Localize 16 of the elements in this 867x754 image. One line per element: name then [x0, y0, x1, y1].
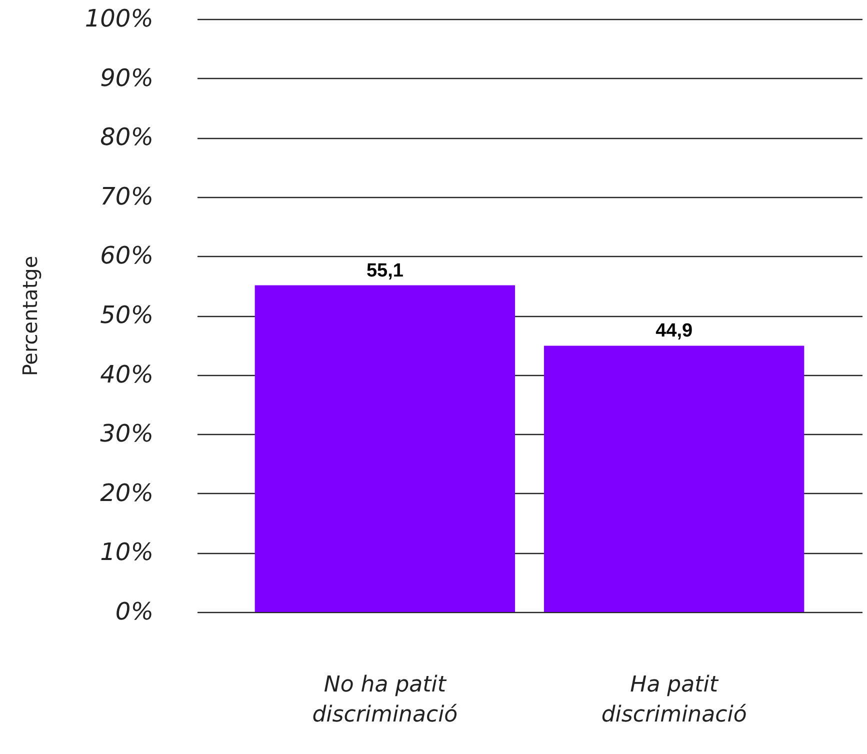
data-label: 55,1	[366, 260, 404, 282]
y-tick-label: 80%	[100, 123, 154, 152]
x-tick-label: No ha patit discriminació	[312, 672, 458, 728]
y-tick-label: 50%	[100, 301, 154, 329]
y-tick-label: 30%	[100, 420, 154, 448]
y-tick-label: 10%	[100, 538, 154, 566]
y-tick-label: 60%	[100, 242, 154, 270]
y-tick-label: 90%	[100, 64, 154, 92]
x-tick-label: Ha patit discriminació	[601, 672, 747, 728]
y-tick-label: 70%	[100, 182, 154, 210]
y-tick-label: 0%	[115, 598, 154, 626]
data-label: 44,9	[656, 320, 693, 342]
y-tick-label: 100%	[84, 4, 154, 32]
y-tick-label: 40%	[100, 360, 154, 388]
y-axis-title: Percentatge	[18, 256, 42, 376]
y-tick-label: 20%	[100, 478, 154, 507]
